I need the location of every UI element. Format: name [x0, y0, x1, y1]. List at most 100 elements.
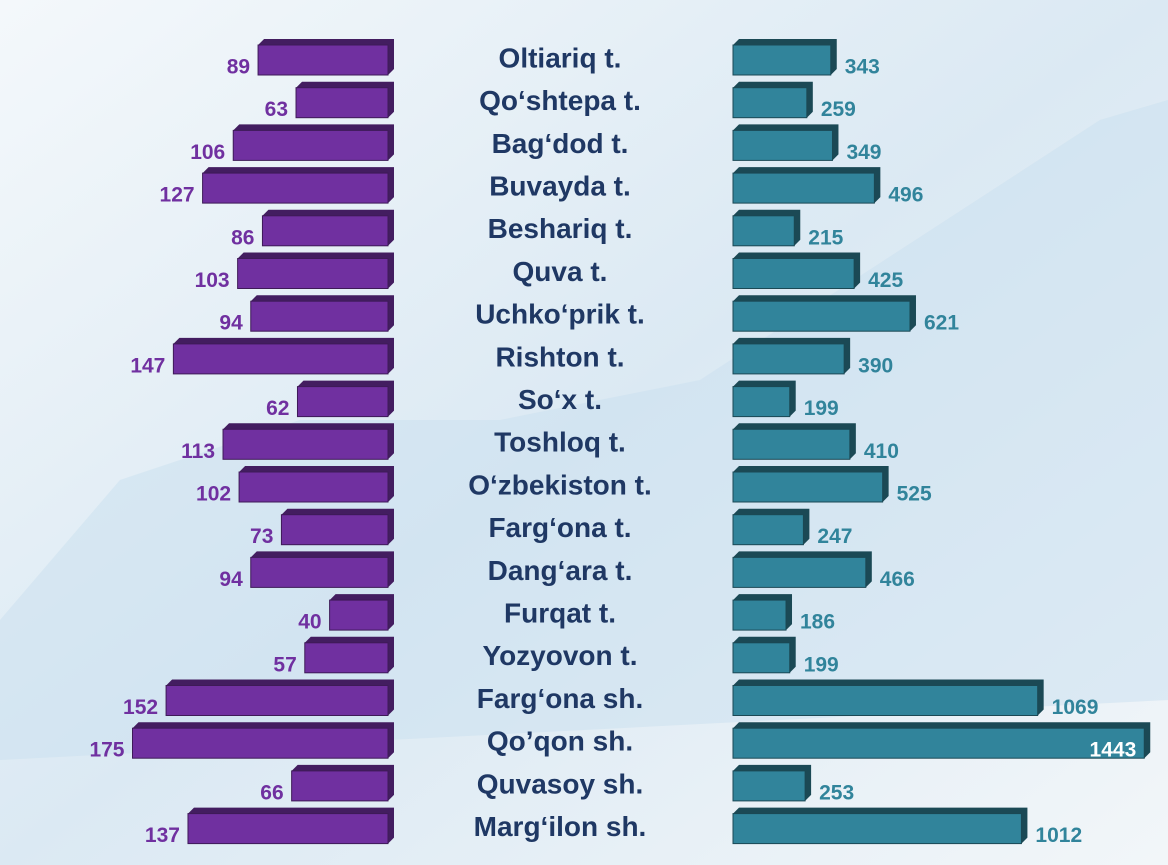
bar-edge	[166, 679, 394, 716]
category-label: Farg‘ona sh.	[477, 683, 643, 714]
bar-edge	[296, 81, 394, 118]
category-label: Rishton t.	[495, 341, 624, 372]
bar-edge	[733, 337, 851, 374]
value-label: 259	[821, 98, 856, 121]
bar	[732, 471, 884, 503]
value-label: 390	[858, 354, 893, 377]
bar-edge	[187, 807, 394, 844]
category-label: Farg‘ona t.	[488, 512, 631, 543]
value-label: 199	[804, 653, 839, 676]
category-label: Buvayda t.	[489, 170, 631, 201]
value-label: 1443	[1090, 739, 1137, 762]
bar-edge	[733, 722, 1151, 759]
bar-edge	[733, 252, 861, 289]
bar-edge	[132, 722, 394, 759]
bar-edge	[250, 295, 394, 332]
value-label: 466	[880, 568, 915, 591]
bar	[304, 642, 389, 674]
bar-edge	[733, 551, 872, 588]
value-label: 103	[195, 269, 230, 292]
bar-edge	[733, 423, 856, 460]
category-label: So‘x t.	[518, 384, 602, 415]
value-label: 66	[260, 781, 283, 804]
value-label: 175	[89, 739, 124, 762]
bar	[732, 44, 832, 76]
bar-edge	[304, 636, 394, 673]
bar	[732, 514, 804, 546]
bar	[232, 129, 389, 161]
bar	[732, 428, 851, 460]
category-label: Yozyovon t.	[482, 640, 637, 671]
bar	[732, 813, 1022, 845]
category-label: Marg‘ilon sh.	[474, 811, 647, 842]
bar	[238, 471, 389, 503]
bar-edge	[223, 423, 394, 460]
bar-edge	[291, 764, 394, 801]
value-label: 1069	[1052, 696, 1099, 719]
category-label: Beshariq t.	[488, 213, 633, 244]
value-label: 113	[181, 440, 215, 463]
bar	[732, 386, 791, 418]
bar-edge	[173, 337, 394, 374]
value-label: 496	[888, 184, 923, 207]
bar	[261, 215, 389, 247]
value-label: 186	[800, 611, 835, 634]
background-decoration	[0, 100, 1168, 760]
bar	[187, 813, 389, 845]
bar	[132, 727, 389, 759]
bar	[732, 727, 1145, 759]
value-label: 410	[864, 440, 899, 463]
value-label: 137	[145, 824, 180, 847]
value-label: 1012	[1035, 824, 1082, 847]
value-label: 215	[808, 226, 843, 249]
value-label: 147	[130, 354, 165, 377]
bar-edge	[733, 124, 839, 161]
bar-edge	[733, 466, 889, 502]
bar	[172, 343, 389, 375]
bar	[329, 599, 389, 631]
bar-edge	[250, 551, 394, 588]
bar-edge	[233, 124, 394, 161]
bar	[732, 343, 845, 375]
bar	[732, 215, 795, 247]
bar-edge	[262, 209, 394, 246]
bar	[250, 300, 389, 332]
category-label: O‘zbekiston t.	[468, 469, 652, 500]
bar-edge	[733, 508, 810, 545]
bar-edge	[237, 252, 394, 289]
bar	[732, 642, 791, 674]
value-label: 63	[265, 98, 288, 121]
category-label: Oltiariq t.	[499, 42, 622, 73]
bar-edge	[239, 466, 394, 502]
bar	[291, 770, 389, 802]
bar	[732, 172, 875, 204]
bar	[732, 129, 833, 161]
bar	[165, 685, 389, 716]
value-label: 349	[846, 141, 881, 164]
bar-edge	[733, 764, 812, 801]
category-label: Dang‘ara t.	[488, 555, 633, 586]
category-label: Qo‘shtepa t.	[479, 85, 641, 116]
value-label: 621	[924, 312, 959, 335]
bar-edge	[733, 807, 1028, 844]
bar	[732, 87, 808, 119]
bar	[296, 386, 389, 418]
value-label: 127	[160, 184, 195, 207]
bar-edge	[733, 167, 881, 204]
category-label: Quva t.	[513, 256, 608, 287]
bar	[202, 172, 389, 204]
value-label: 343	[845, 56, 880, 79]
value-label: 89	[227, 56, 250, 79]
value-label: 94	[219, 568, 243, 591]
value-label: 425	[868, 269, 903, 292]
value-label: 247	[817, 525, 852, 548]
value-label: 94	[219, 312, 243, 335]
category-label: Bag‘dod t.	[492, 128, 629, 159]
category-label: Toshloq t.	[494, 427, 626, 458]
bar	[222, 428, 389, 460]
bar	[732, 599, 787, 631]
bar-edge	[733, 380, 796, 417]
value-label: 106	[190, 141, 225, 164]
value-label: 199	[804, 397, 839, 420]
